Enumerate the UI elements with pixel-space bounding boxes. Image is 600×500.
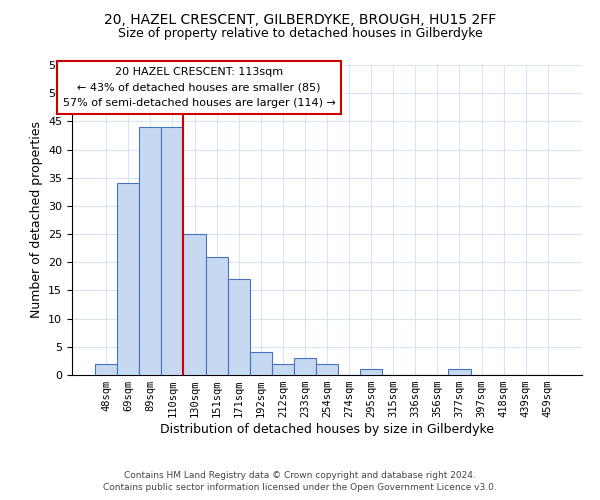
Bar <box>360 370 382 375</box>
X-axis label: Distribution of detached houses by size in Gilberdyke: Distribution of detached houses by size … <box>160 423 494 436</box>
Text: Contains HM Land Registry data © Crown copyright and database right 2024.: Contains HM Land Registry data © Crown c… <box>124 471 476 480</box>
Bar <box>250 352 272 375</box>
Bar <box>139 127 161 375</box>
Text: 20 HAZEL CRESCENT: 113sqm
← 43% of detached houses are smaller (85)
57% of semi-: 20 HAZEL CRESCENT: 113sqm ← 43% of detac… <box>62 67 335 108</box>
Bar <box>117 184 139 375</box>
Bar <box>227 279 250 375</box>
Bar <box>448 370 470 375</box>
Text: 20, HAZEL CRESCENT, GILBERDYKE, BROUGH, HU15 2FF: 20, HAZEL CRESCENT, GILBERDYKE, BROUGH, … <box>104 12 496 26</box>
Bar <box>95 364 117 375</box>
Bar <box>272 364 294 375</box>
Bar <box>184 234 206 375</box>
Bar <box>294 358 316 375</box>
Bar <box>161 127 184 375</box>
Y-axis label: Number of detached properties: Number of detached properties <box>29 122 43 318</box>
Bar <box>316 364 338 375</box>
Bar <box>206 256 227 375</box>
Text: Contains public sector information licensed under the Open Government Licence v3: Contains public sector information licen… <box>103 484 497 492</box>
Text: Size of property relative to detached houses in Gilberdyke: Size of property relative to detached ho… <box>118 28 482 40</box>
